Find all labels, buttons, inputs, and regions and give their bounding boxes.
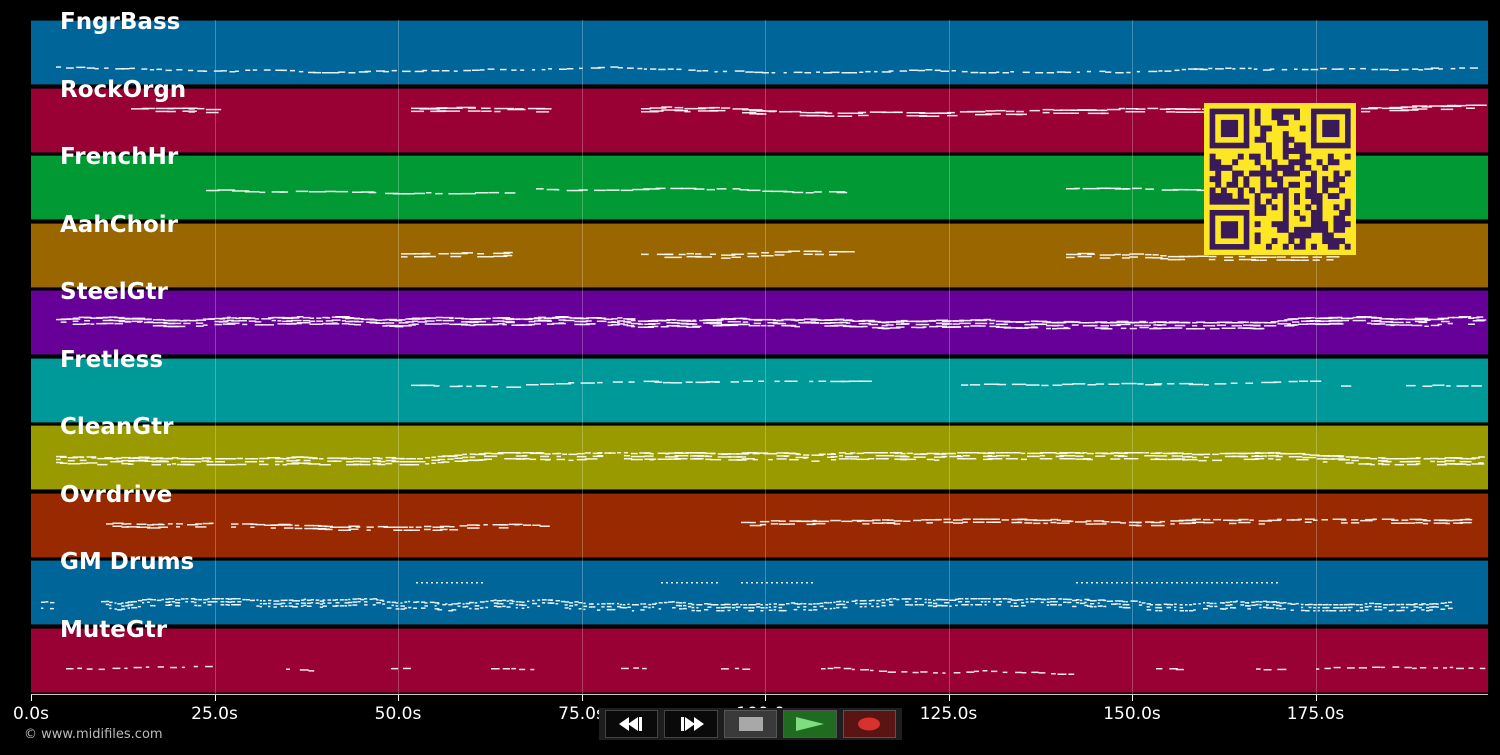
track-lane: Fretless bbox=[31, 347, 1488, 423]
stop-icon bbox=[738, 717, 763, 731]
record-icon bbox=[858, 717, 881, 731]
stop-button[interactable] bbox=[723, 710, 778, 738]
rewind-icon bbox=[618, 717, 642, 731]
track-name: CleanGtr bbox=[60, 414, 174, 440]
track-name: AahChoir bbox=[60, 211, 178, 238]
track-lane: FngrBass bbox=[31, 9, 1488, 85]
track-name: SteelGtr bbox=[60, 279, 168, 305]
axis-tick-label: 175.0s bbox=[1286, 704, 1345, 724]
grid-line bbox=[581, 20, 583, 695]
grid-line bbox=[214, 20, 216, 695]
grid-line bbox=[398, 20, 399, 695]
track-name: Ovrdrive bbox=[60, 481, 173, 508]
track-name: FngrBass bbox=[60, 9, 181, 35]
track-name: MuteGtr bbox=[60, 616, 168, 643]
track-lane: CleanGtr bbox=[31, 414, 1488, 490]
axis-tick-label: 75.0s bbox=[558, 704, 605, 724]
track-lane: Ovrdrive bbox=[31, 482, 1488, 558]
axis-tick bbox=[398, 695, 399, 701]
fast-forward-icon bbox=[681, 717, 705, 731]
grid-line bbox=[765, 20, 766, 695]
grid-line bbox=[948, 20, 950, 695]
track-name: Fretless bbox=[60, 346, 164, 373]
grid-line bbox=[1132, 20, 1133, 695]
track-name: GM Drums bbox=[60, 549, 195, 575]
axis-tick bbox=[1315, 695, 1317, 701]
axis-tick bbox=[765, 695, 766, 701]
axis-tick bbox=[581, 695, 583, 701]
axis-tick-label: 0.0s bbox=[13, 704, 49, 724]
track-lane: MuteGtr bbox=[31, 617, 1488, 693]
axis-tick-label: 125.0s bbox=[919, 704, 978, 724]
axis-tick bbox=[1132, 695, 1133, 701]
play-icon bbox=[795, 717, 824, 731]
track-name: FrenchHr bbox=[60, 144, 179, 170]
axis-tick bbox=[31, 695, 32, 701]
fast-forward-button[interactable] bbox=[664, 710, 718, 738]
axis-tick-label: 150.0s bbox=[1103, 704, 1161, 724]
track-lane: GM Drums bbox=[31, 549, 1488, 625]
track-name: RockOrgn bbox=[60, 76, 187, 103]
grid-line bbox=[1315, 20, 1317, 695]
record-button[interactable] bbox=[842, 710, 897, 738]
track-lane: AahChoir bbox=[31, 212, 1488, 288]
play-button[interactable] bbox=[783, 710, 837, 738]
copyright-text: © www.midifiles.com bbox=[24, 727, 163, 742]
transport-bar bbox=[599, 708, 902, 740]
axis-tick bbox=[214, 695, 216, 701]
time-axis-line bbox=[31, 694, 1488, 695]
axis-tick-label: 25.0s bbox=[191, 704, 238, 724]
track-lane: SteelGtr bbox=[31, 279, 1488, 355]
qr-code bbox=[1204, 103, 1356, 255]
axis-tick-label: 50.0s bbox=[374, 704, 422, 724]
axis-tick bbox=[948, 695, 950, 701]
rewind-button[interactable] bbox=[605, 710, 659, 738]
